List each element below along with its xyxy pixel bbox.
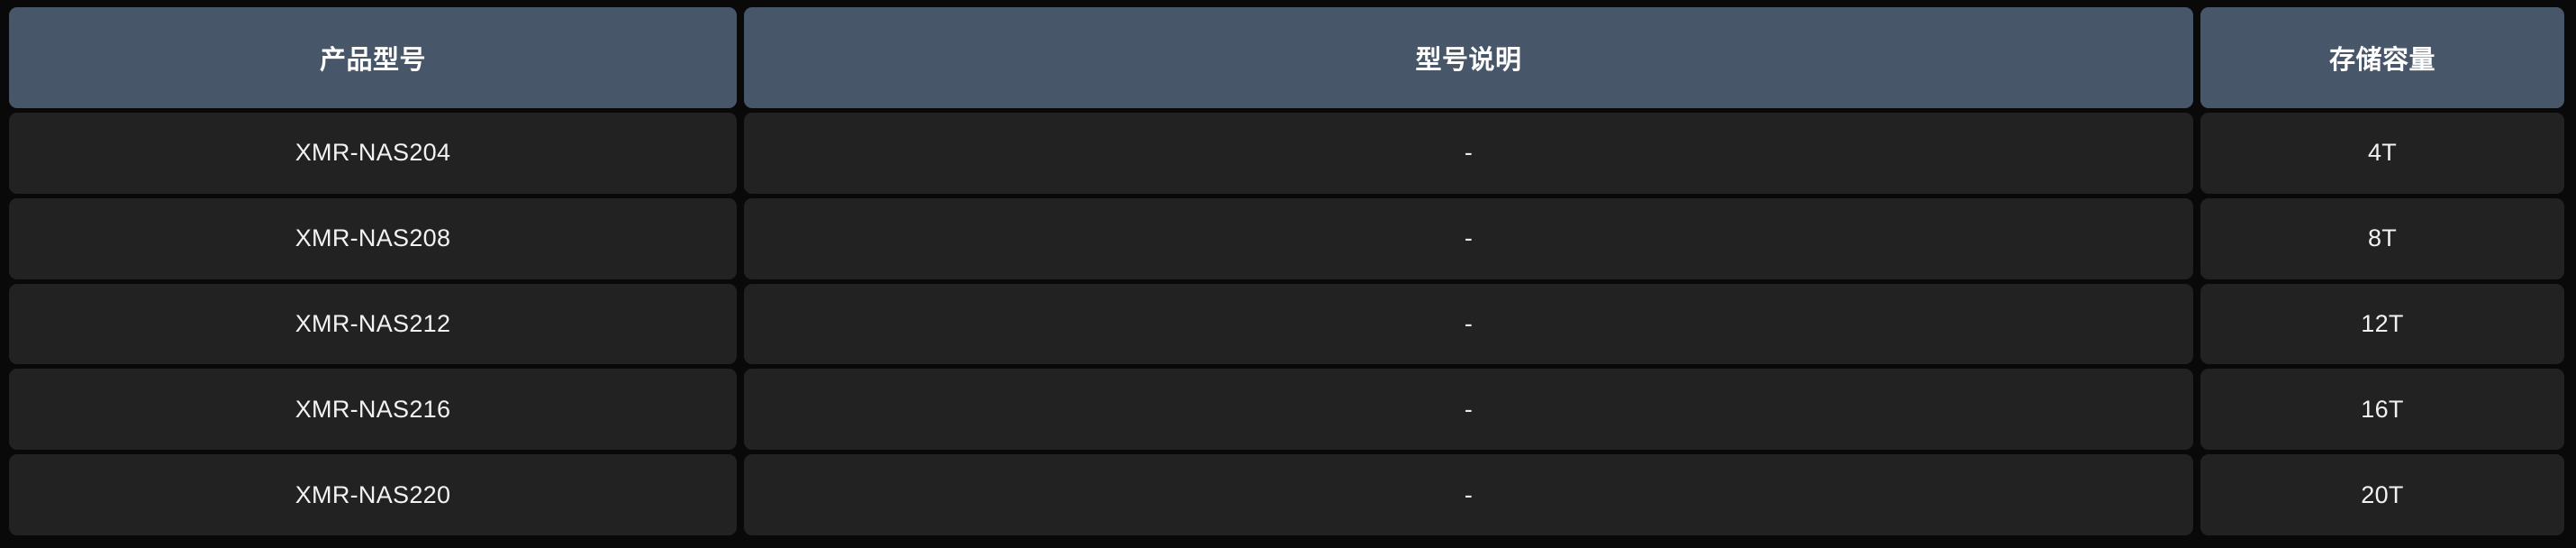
cell-storage-capacity: 20T: [2200, 454, 2564, 535]
table-row: XMR-NAS216 - 16T: [9, 369, 2564, 451]
cell-product-model: XMR-NAS220: [9, 454, 737, 535]
cell-storage-capacity: 12T: [2200, 283, 2564, 365]
cell-storage-capacity: 8T: [2200, 197, 2564, 279]
table-row: XMR-NAS208 - 8T: [9, 197, 2564, 279]
column-header-storage-capacity: 存储容量: [2200, 7, 2564, 108]
table-row: XMR-NAS212 - 12T: [9, 283, 2564, 365]
table-row: XMR-NAS204 - 4T: [9, 113, 2564, 194]
column-header-model-description: 型号说明: [744, 7, 2193, 108]
column-header-product-model: 产品型号: [9, 7, 737, 108]
cell-model-description: -: [744, 197, 2193, 279]
cell-model-description: -: [744, 283, 2193, 365]
table-header-row: 产品型号 型号说明 存储容量: [9, 7, 2564, 108]
cell-product-model: XMR-NAS208: [9, 197, 737, 279]
cell-product-model: XMR-NAS216: [9, 369, 737, 451]
cell-product-model: XMR-NAS212: [9, 283, 737, 365]
cell-product-model: XMR-NAS204: [9, 113, 737, 194]
table-body: XMR-NAS204 - 4T XMR-NAS208 - 8T XMR-NAS2…: [9, 113, 2564, 535]
cell-model-description: -: [744, 454, 2193, 535]
cell-storage-capacity: 16T: [2200, 369, 2564, 451]
cell-model-description: -: [744, 369, 2193, 451]
cell-model-description: -: [744, 113, 2193, 194]
table-row: XMR-NAS220 - 20T: [9, 454, 2564, 535]
cell-storage-capacity: 4T: [2200, 113, 2564, 194]
